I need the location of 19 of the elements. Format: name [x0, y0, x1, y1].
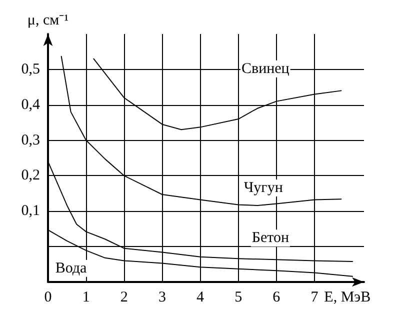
- series-label: Свинец: [241, 60, 290, 77]
- y-axis-title: μ, см⁻¹: [27, 12, 69, 28]
- x-axis-title: E, МэВ: [324, 290, 371, 306]
- x-tick-label: 2: [120, 290, 128, 306]
- series-label: Чугун: [244, 180, 283, 196]
- x-tick-label: 6: [272, 290, 281, 306]
- series-label: Бетон: [252, 230, 290, 246]
- y-tick-label: 0,5: [21, 61, 40, 78]
- x-tick-label: 0: [44, 290, 52, 306]
- x-tick-label: 4: [196, 290, 205, 306]
- x-tick-label: 3: [158, 290, 166, 306]
- x-tick-label: 7: [310, 290, 319, 306]
- y-tick-label: 0,4: [21, 96, 40, 113]
- y-tick-label: 0,3: [21, 132, 40, 148]
- y-tick-label: 0,2: [21, 168, 40, 184]
- y-tick-label: 0,1: [21, 203, 40, 220]
- series-label: Вода: [55, 260, 88, 276]
- x-tick-label: 1: [82, 290, 90, 306]
- x-tick-label: 5: [234, 290, 242, 306]
